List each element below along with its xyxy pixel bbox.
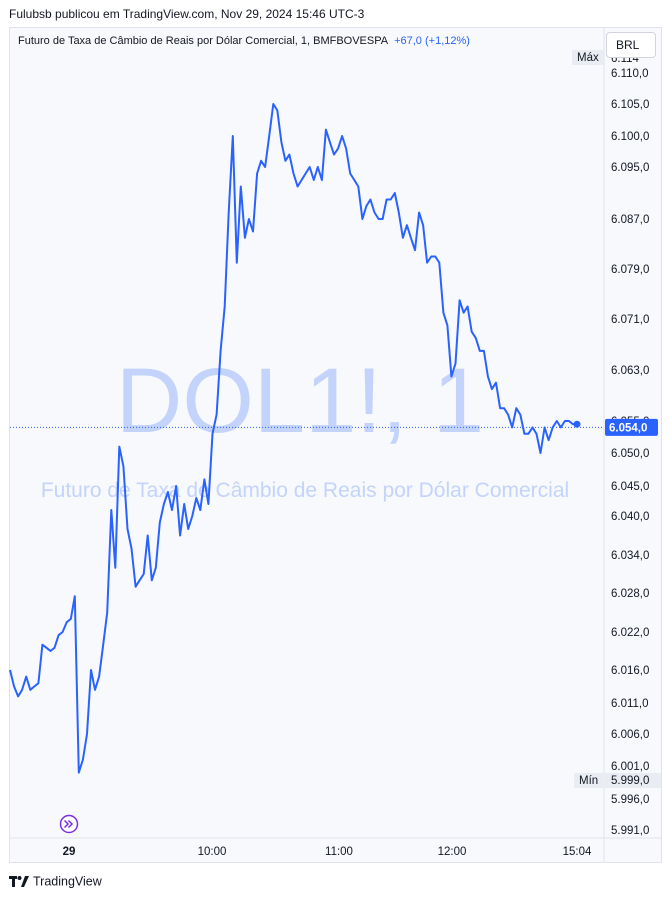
- publication-info: Fulubsb publicou em TradingView.com, Nov…: [9, 7, 365, 21]
- y-tick-label: 6.011,0: [611, 698, 649, 710]
- last-price-dot: [573, 420, 581, 428]
- y-tick-label: 6.022,0: [611, 627, 649, 639]
- y-tick-label: 6.100,0: [611, 131, 649, 143]
- last-price-badge: [605, 418, 658, 436]
- symbol-description: Futuro de Taxa de Câmbio de Reais por Dó…: [18, 35, 389, 47]
- y-tick-label: 6.050,0: [611, 448, 649, 460]
- x-tick-label: 10:00: [198, 846, 227, 858]
- publication-header: Fulubsb publicou em TradingView.com, Nov…: [0, 0, 672, 26]
- chart-area[interactable]: [9, 27, 662, 863]
- min-badge: [574, 773, 604, 788]
- watermark-description: Futuro de Taxa de Câmbio de Reais por Dó…: [41, 479, 569, 502]
- tradingview-footer: TradingView: [9, 874, 102, 892]
- y-tick-label: 6.063,0: [611, 365, 649, 377]
- double-chevron-right-icon: [63, 819, 74, 829]
- y-tick-label: 6.001,0: [611, 761, 649, 773]
- currency-button[interactable]: BRL: [606, 32, 656, 58]
- y-tick-label: 6.040,0: [611, 511, 649, 523]
- go-to-realtime-button[interactable]: [59, 814, 79, 834]
- x-tick-label: 15:04: [563, 846, 592, 858]
- min-label: Mín: [579, 775, 598, 787]
- price-series-line: [9, 103, 577, 774]
- y-tick-label: 6.028,0: [611, 588, 649, 600]
- x-tick-label: 29: [63, 846, 76, 858]
- max-label: Máx: [577, 52, 599, 64]
- y-tick-label: 6.034,0: [611, 550, 649, 562]
- y-tick-label: 6.006,0: [611, 729, 649, 741]
- price-change: +67,0 (+1,12%): [394, 35, 470, 47]
- y-tick-label: 6.016,0: [611, 665, 649, 677]
- y-tick-label: 6.071,0: [611, 314, 649, 326]
- y-tick-label: 5.996,0: [611, 794, 649, 806]
- y-tick-label: 6.079,0: [611, 264, 649, 276]
- chart-legend: Futuro de Taxa de Câmbio de Reais por Dó…: [18, 35, 470, 47]
- y-tick-label: 6.087,0: [611, 214, 649, 226]
- max-badge: [572, 50, 604, 65]
- footer-brand: TradingView: [33, 874, 102, 889]
- tradingview-logo-icon: [9, 875, 29, 887]
- last-price-label: 6.054,0: [609, 422, 647, 434]
- y-tick-label: 6.095,0: [611, 162, 649, 174]
- y-tick-label: 6.105,0: [611, 99, 649, 111]
- watermark-symbol: DOL1!, 1: [116, 350, 484, 452]
- min-value-label: 5.999,0: [611, 775, 649, 787]
- min-value-badge: [605, 773, 661, 788]
- x-tick-label: 11:00: [325, 846, 353, 858]
- y-tick-label: 5.991,0: [611, 825, 649, 837]
- y-tick-label: 6.045,0: [611, 481, 649, 493]
- x-tick-label: 12:00: [438, 846, 467, 858]
- y-tick-label: 6.110,0: [611, 68, 649, 80]
